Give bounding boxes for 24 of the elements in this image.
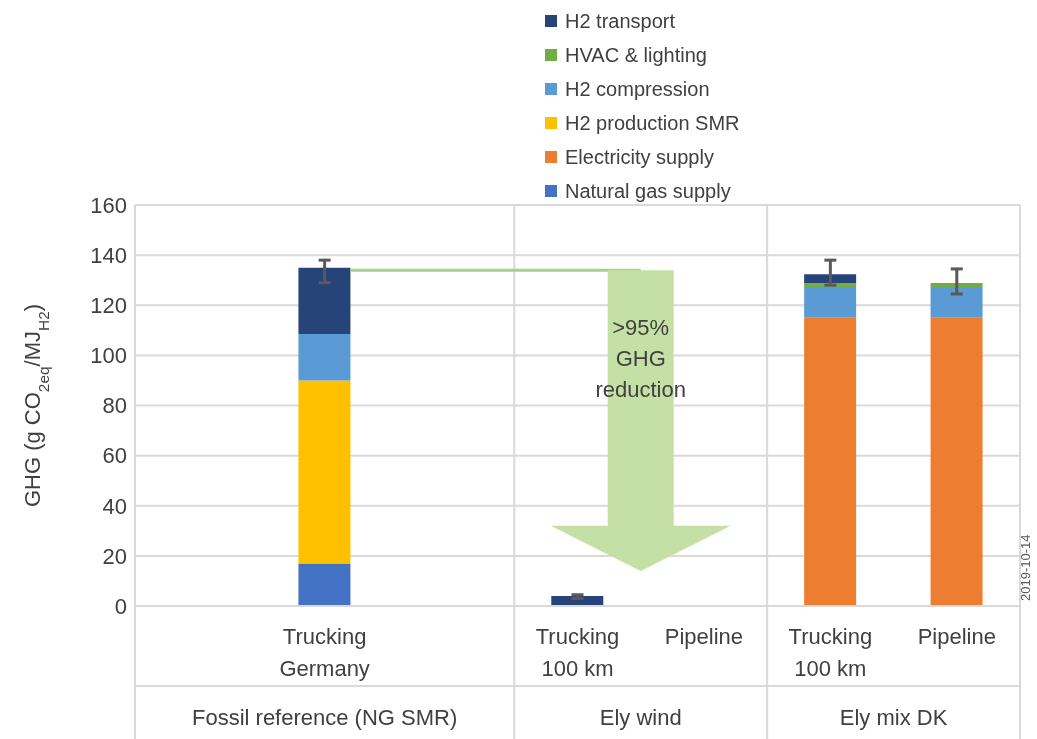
y-tick-label: 120 <box>90 293 127 319</box>
legend-label: Electricity supply <box>565 145 714 169</box>
x-tick-label: Pipeline <box>664 624 744 649</box>
y-tick-label: 60 <box>102 443 127 469</box>
x-tick-label: Trucking 100 km <box>535 624 620 681</box>
legend-label: H2 transport <box>565 9 676 33</box>
y-tick-label: 100 <box>90 343 127 369</box>
y-tick-label: 160 <box>90 192 127 218</box>
legend-label: Natural gas supply <box>565 179 731 203</box>
legend-label: HVAC & lighting <box>565 43 707 67</box>
x-tick-label: Trucking Germany <box>279 624 370 681</box>
legend-label: H2 compression <box>565 77 710 101</box>
x-tick-label: Trucking 100 km <box>788 624 873 681</box>
text: Fossil reference (NG SMR) <box>192 705 458 730</box>
y-tick-label: 40 <box>102 493 127 519</box>
y-tick-label: 140 <box>90 242 127 268</box>
x-tick-label: Pipeline <box>917 624 996 649</box>
legend-label: H2 production SMR <box>565 111 740 135</box>
text: Ely mix DK <box>839 705 948 730</box>
y-tick-label: 20 <box>102 543 127 569</box>
text: Ely wind <box>599 705 682 730</box>
y-tick-label: 0 <box>114 593 127 619</box>
y-tick-label: 80 <box>102 393 127 419</box>
annotation: 2019-10-14 <box>1018 534 1033 601</box>
